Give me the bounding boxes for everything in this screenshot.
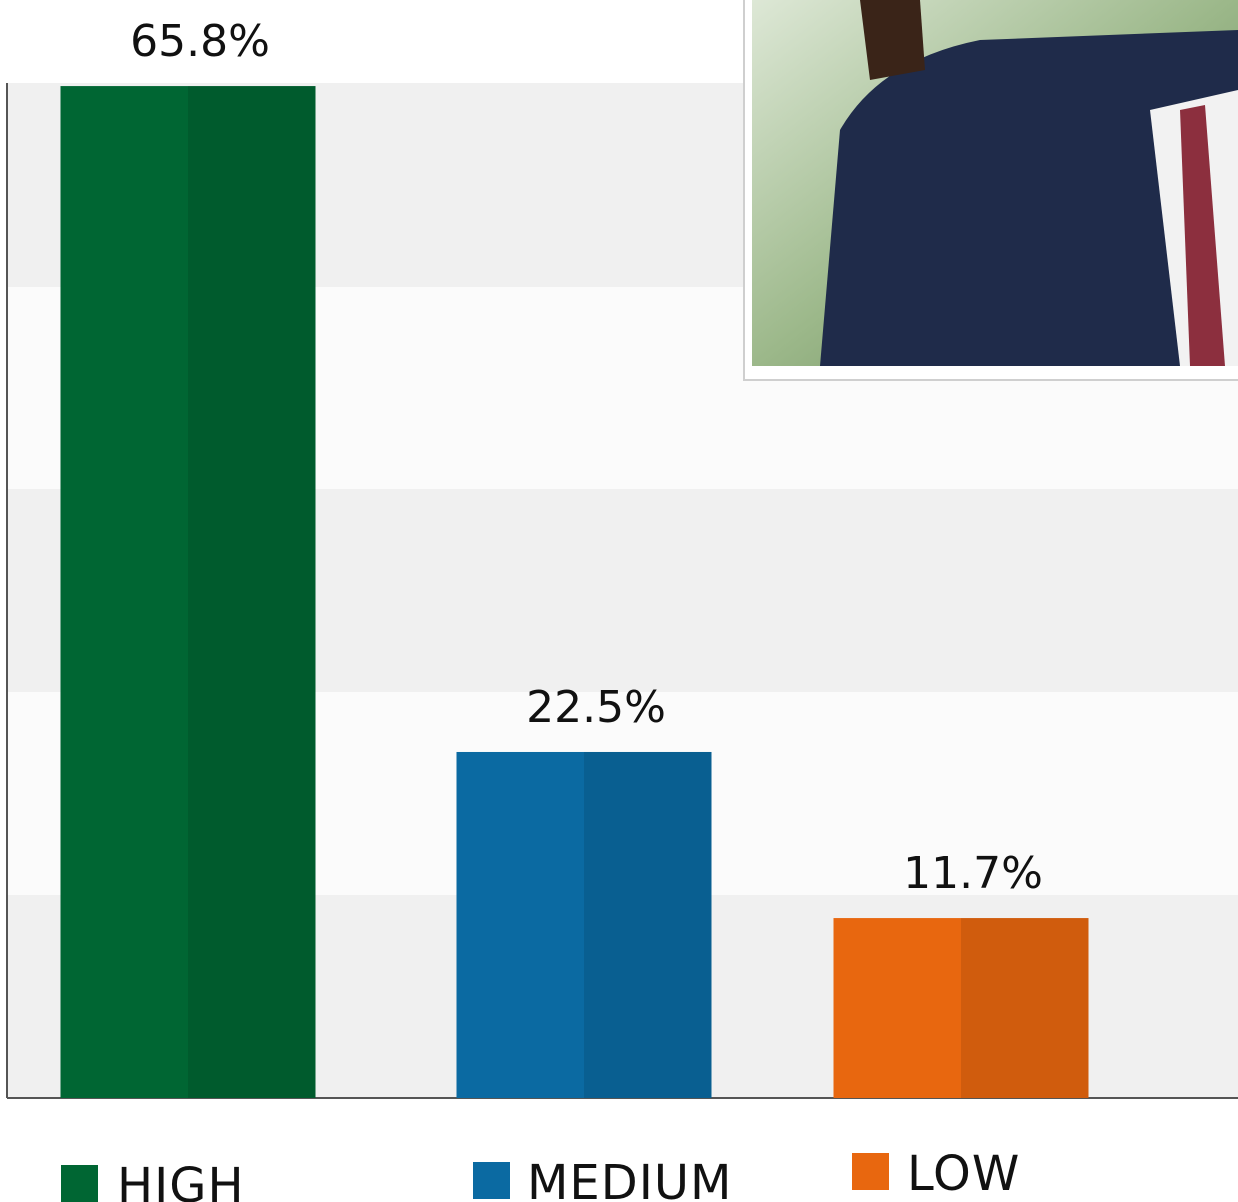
chart: 65.8% HIGH 22.5% MEDIUM 11.7% LOW [0, 0, 1238, 1202]
legend-label: LOW [907, 1146, 1020, 1202]
value-label: 65.8% [130, 16, 270, 67]
legend-swatch [473, 1162, 510, 1199]
bar-shade [961, 918, 1089, 1098]
value-label: 11.7% [903, 848, 1043, 899]
legend-swatch [61, 1165, 98, 1202]
bar-shade [584, 752, 712, 1098]
legend-label: HIGH [117, 1158, 245, 1202]
bar-left [457, 752, 585, 1098]
bar [457, 752, 712, 1098]
bar-left [834, 918, 962, 1098]
page: {"chart_data": {"type": "bar", "categori… [0, 0, 1238, 1202]
value-label: 22.5% [526, 682, 666, 733]
bar-shade [188, 86, 316, 1098]
legend-label: MEDIUM [527, 1155, 732, 1202]
photo [744, 0, 1238, 380]
bar [834, 918, 1089, 1098]
legend-swatch [852, 1153, 889, 1190]
bar-left [61, 86, 189, 1098]
bar [61, 86, 316, 1098]
